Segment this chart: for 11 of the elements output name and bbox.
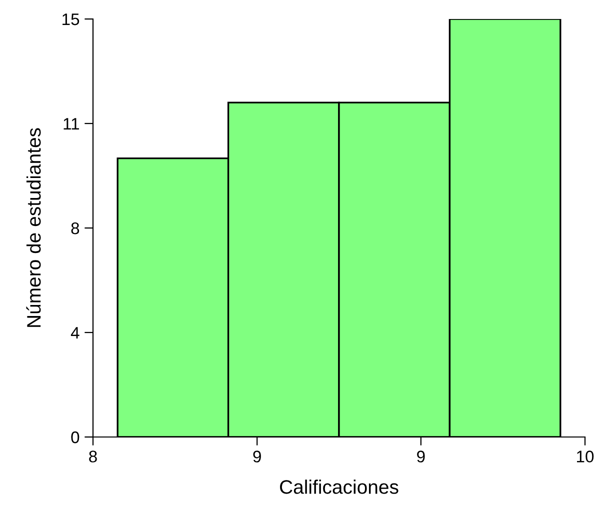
- x-tick-label: 8: [89, 450, 97, 462]
- x-axis-title: Calificaciones: [280, 480, 398, 494]
- y-tick-label: 11: [64, 118, 79, 130]
- y-axis-title: Número de estudiantes: [26, 128, 41, 327]
- x-tick-label: 9: [253, 450, 261, 462]
- y-tick-label: 8: [71, 222, 80, 234]
- y-tick-label: 4: [70, 327, 80, 339]
- y-tick-label: 0: [71, 431, 80, 444]
- x-tick-label: 10: [577, 450, 594, 462]
- x-tick-label: 9: [417, 450, 425, 462]
- y-tick-label: 15: [62, 14, 80, 26]
